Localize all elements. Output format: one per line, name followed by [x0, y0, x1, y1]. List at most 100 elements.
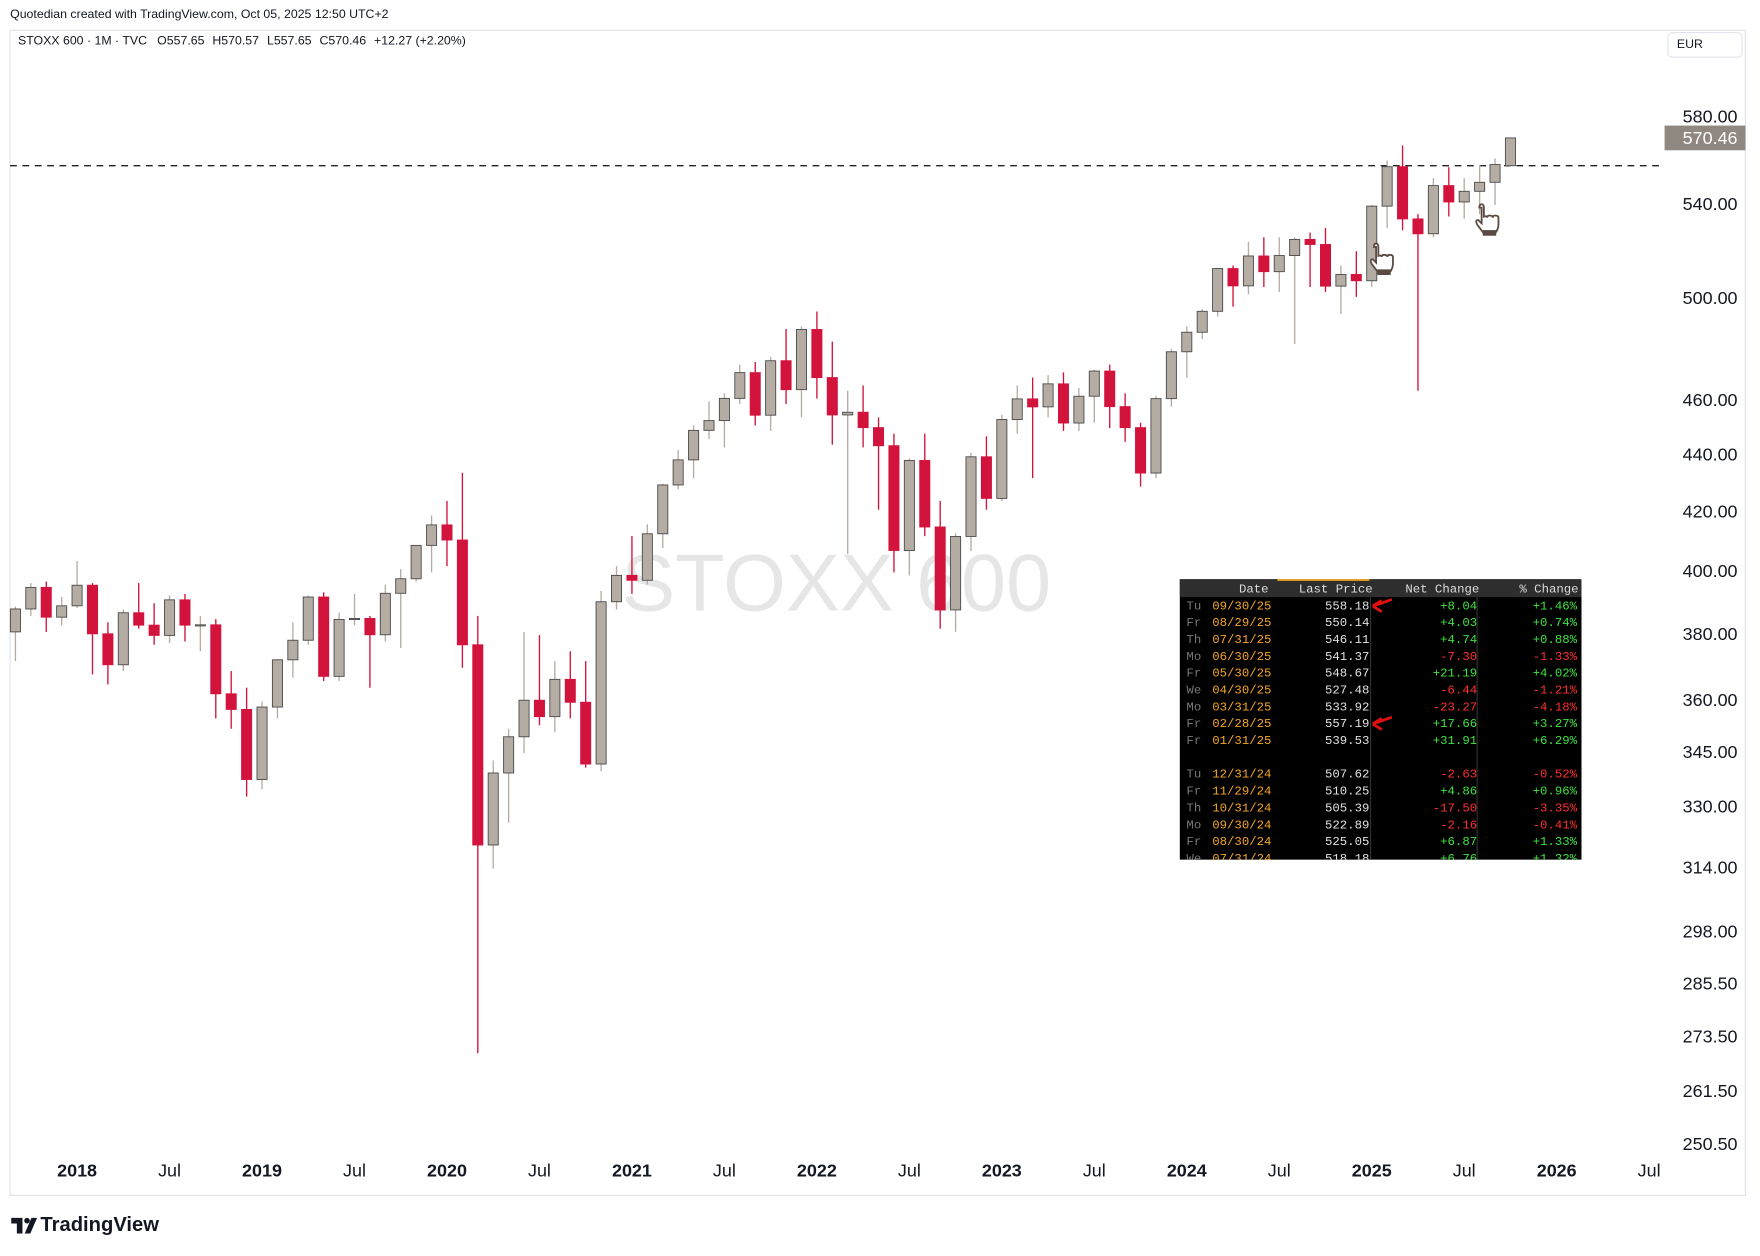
candle-body	[426, 524, 438, 546]
table-date: 03/31/25	[1212, 700, 1271, 714]
table-net-change: +4.03	[1440, 616, 1477, 630]
table-net-change: +21.19	[1433, 667, 1477, 681]
candle-body	[1504, 137, 1516, 167]
candle-body	[1289, 238, 1301, 256]
x-tick-label: 2026	[1537, 1161, 1577, 1181]
y-tick-label: 400.00	[1683, 561, 1738, 581]
candle-body	[117, 612, 129, 666]
candle-body	[1397, 166, 1409, 220]
y-tick-label: 345.00	[1683, 742, 1738, 762]
candle-body	[9, 608, 21, 633]
candle-body	[626, 574, 638, 581]
candle-body	[487, 772, 499, 846]
candle-body	[1412, 218, 1424, 235]
candle-body	[950, 535, 962, 611]
candle-body	[934, 526, 946, 611]
table-date: 10/31/24	[1212, 801, 1271, 815]
y-tick-label: 460.00	[1683, 390, 1738, 410]
x-tick-label: Jul	[343, 1161, 366, 1181]
table-day: Fr	[1186, 785, 1201, 799]
candle-body	[1381, 166, 1393, 207]
table-net-change: +4.74	[1440, 633, 1477, 647]
candle-body	[919, 459, 931, 528]
candle-body	[1119, 406, 1131, 429]
candle-body	[1165, 351, 1177, 400]
candle-body	[1181, 331, 1193, 353]
candle-body	[718, 397, 730, 422]
table-header: % Change	[1519, 583, 1578, 597]
x-tick-label: 2021	[612, 1161, 652, 1181]
candle-body	[1088, 370, 1100, 397]
currency[interactable]: EUR	[1677, 37, 1703, 51]
candle-body	[287, 639, 299, 661]
candle-body	[164, 599, 176, 636]
table-header-bg	[1179, 579, 1582, 598]
table-price: 557.19	[1325, 717, 1369, 731]
table-date: 04/30/25	[1212, 684, 1271, 698]
y-tick-label: 261.50	[1683, 1081, 1738, 1101]
candle-body	[441, 524, 453, 541]
table-net-change: +8.04	[1440, 599, 1477, 613]
table-net-change: +6.87	[1440, 835, 1477, 849]
candle-body	[271, 659, 283, 708]
ohlc-label: C	[319, 34, 328, 48]
table-header: Last Price	[1299, 583, 1373, 597]
table-day: Fr	[1186, 734, 1201, 748]
table-day: Fr	[1186, 667, 1201, 681]
candle-body	[25, 586, 37, 610]
candle-body	[472, 644, 484, 846]
table-pct-change: -0.41%	[1533, 818, 1578, 832]
arrow	[1372, 715, 1393, 731]
y-tick-label: 273.50	[1683, 1026, 1738, 1046]
y-tick-label: 314.00	[1683, 857, 1738, 877]
ohlc-value: 557.65	[167, 34, 205, 48]
candle-body	[410, 544, 422, 580]
last-price-label: 570.46	[1683, 128, 1738, 148]
table-pct-change: -3.35%	[1533, 801, 1578, 815]
candle-body	[56, 605, 68, 618]
table-date: 07/31/24	[1212, 852, 1271, 866]
table-date: 08/30/24	[1212, 835, 1271, 849]
table-day: Mo	[1186, 650, 1201, 664]
y-tick-label: 250.50	[1683, 1134, 1738, 1154]
candle-body	[1212, 268, 1224, 312]
candle-body	[672, 459, 684, 486]
candle-body	[210, 624, 222, 695]
candle-body	[1273, 255, 1285, 273]
candle-body	[1057, 383, 1069, 424]
candle-body	[71, 584, 83, 607]
currency-box[interactable]	[1667, 31, 1743, 58]
y-tick-label: 360.00	[1683, 690, 1738, 710]
candle-body	[1258, 255, 1270, 273]
y-tick-label: 440.00	[1683, 444, 1738, 464]
candle-body	[318, 596, 330, 677]
x-tick-label: 2025	[1352, 1161, 1392, 1181]
table-day: Mo	[1186, 818, 1201, 832]
candle-body	[549, 678, 561, 718]
table-pct-change: +4.02%	[1533, 667, 1578, 681]
table-pct-change: +1.32%	[1533, 852, 1578, 866]
x-tick-label: 2019	[242, 1161, 282, 1181]
table-price: 527.48	[1325, 684, 1369, 698]
candle-body	[873, 427, 885, 447]
table-net-change: -17.50	[1433, 801, 1477, 815]
candle-body	[826, 377, 838, 416]
table-day: We	[1186, 852, 1201, 866]
candle-body	[641, 533, 653, 581]
table-price: 558.18	[1325, 599, 1369, 613]
ohlc-value: 557.65	[274, 34, 312, 48]
y-tick-label: 380.00	[1683, 624, 1738, 644]
table-date: 02/28/25	[1212, 717, 1271, 731]
candle-body	[1150, 398, 1162, 474]
candle-body	[857, 411, 869, 429]
x-tick-label: Jul	[713, 1161, 736, 1181]
candle-body	[703, 420, 715, 431]
x-tick-label: Jul	[158, 1161, 181, 1181]
candle-body	[996, 419, 1008, 499]
table-day: Tu	[1186, 599, 1201, 613]
candle-body	[225, 693, 237, 710]
y-tick-label: 420.00	[1683, 501, 1738, 521]
y-tick-label: 580.00	[1683, 106, 1738, 126]
table-net-change: +4.86	[1440, 785, 1477, 799]
